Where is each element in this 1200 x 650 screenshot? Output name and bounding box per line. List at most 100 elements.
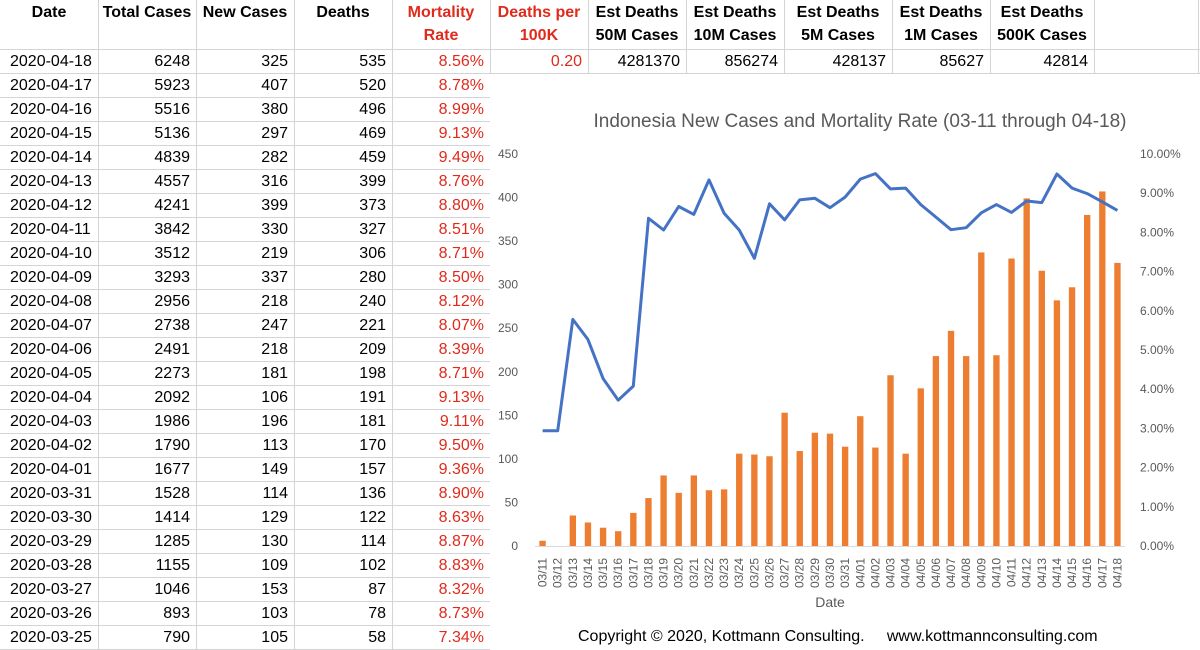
row-gridline xyxy=(0,625,490,626)
y-tick-label: 0 xyxy=(511,539,518,553)
new-cases-bar xyxy=(569,515,576,546)
new-cases-bar xyxy=(599,527,607,546)
cell-date: 2020-04-07 xyxy=(10,317,92,334)
row-gridline xyxy=(0,289,490,290)
x-tick-label: 04/13 xyxy=(1035,558,1049,588)
new-cases-bar xyxy=(887,375,894,546)
cell-total: 1986 xyxy=(154,413,190,430)
x-axis-title: Date xyxy=(815,594,845,610)
cell-deaths: 191 xyxy=(359,389,386,406)
cell-est-50m: 4281370 xyxy=(617,53,680,70)
new-cases-bar xyxy=(796,451,803,546)
cell-total: 1155 xyxy=(155,557,190,574)
x-tick-label: 03/31 xyxy=(838,558,852,588)
cell-rate: 8.56% xyxy=(438,53,484,70)
cell-date: 2020-04-02 xyxy=(10,437,92,454)
header-date: Date xyxy=(31,4,67,21)
cell-deaths: 122 xyxy=(359,509,386,526)
cell-deaths: 399 xyxy=(359,173,386,190)
cell-new: 218 xyxy=(261,341,288,358)
row-gridline xyxy=(0,241,490,242)
cell-date: 2020-04-17 xyxy=(10,77,92,94)
cell-total: 1790 xyxy=(154,437,190,454)
cell-rate: 8.76% xyxy=(438,173,484,190)
row-gridline xyxy=(0,577,490,578)
row-gridline xyxy=(0,529,490,530)
cell-new: 218 xyxy=(261,293,288,310)
header-mortality-rate: Mortality Rate xyxy=(407,4,475,44)
x-tick-label: 03/16 xyxy=(611,558,625,588)
new-cases-bar xyxy=(947,330,955,546)
row-gridline xyxy=(0,385,490,386)
cell-deaths: 459 xyxy=(359,149,386,166)
cell-date: 2020-04-14 xyxy=(10,149,92,166)
y2-tick-label: 5.00% xyxy=(1140,343,1174,357)
column-gridline xyxy=(588,0,589,73)
header-est-1m: Est Deaths 1M Cases xyxy=(899,4,983,44)
new-cases-bar xyxy=(1023,198,1030,546)
new-cases-bar xyxy=(962,356,970,546)
new-cases-bar xyxy=(1068,287,1076,546)
cell-date: 2020-04-13 xyxy=(10,173,92,190)
cell-date: 2020-04-08 xyxy=(10,293,92,310)
cell-rate: 8.50% xyxy=(438,269,484,286)
cell-total: 2273 xyxy=(154,365,190,382)
header-deaths-per-100k: Deaths per 100K xyxy=(497,4,581,44)
cell-date: 2020-04-01 xyxy=(10,461,92,478)
new-cases-bar xyxy=(841,446,849,546)
cell-deaths: 520 xyxy=(359,77,386,94)
x-tick-label: 03/19 xyxy=(657,558,671,588)
cell-date: 2020-03-26 xyxy=(10,605,92,622)
cell-new: 196 xyxy=(261,413,288,430)
y2-tick-label: 0.00% xyxy=(1140,539,1174,553)
cell-new: 316 xyxy=(261,173,288,190)
cell-rate: 8.63% xyxy=(438,509,484,526)
cell-deaths: 240 xyxy=(359,293,386,310)
cell-new: 113 xyxy=(262,437,288,454)
cell-total: 1677 xyxy=(154,461,190,478)
cell-rate: 8.71% xyxy=(438,245,484,262)
cell-new: 129 xyxy=(261,509,288,526)
new-cases-bar xyxy=(660,475,667,546)
cell-date: 2020-04-12 xyxy=(10,197,92,214)
cell-total: 4839 xyxy=(154,149,190,166)
new-cases-bar xyxy=(539,540,546,546)
row-gridline xyxy=(0,145,490,146)
column-gridline xyxy=(490,0,491,73)
x-tick-label: 04/03 xyxy=(884,558,898,588)
cell-rate: 8.73% xyxy=(438,605,484,622)
cell-date: 2020-04-04 xyxy=(10,389,92,406)
new-cases-bar xyxy=(978,252,985,547)
cell-date: 2020-04-06 xyxy=(10,341,92,358)
x-tick-label: 03/20 xyxy=(672,558,686,588)
new-cases-bar xyxy=(675,492,682,546)
cell-date: 2020-04-05 xyxy=(10,365,92,382)
x-tick-label: 03/17 xyxy=(626,558,640,588)
x-tick-label: 03/12 xyxy=(551,558,565,588)
y2-tick-label: 2.00% xyxy=(1140,461,1174,475)
column-gridline xyxy=(784,0,785,73)
cell-deaths: 221 xyxy=(359,317,386,334)
cell-new: 106 xyxy=(261,389,288,406)
cell-date: 2020-03-29 xyxy=(10,533,92,550)
cell-deaths: 58 xyxy=(368,629,386,646)
y-tick-label: 200 xyxy=(498,365,518,379)
cell-new: 114 xyxy=(262,485,288,502)
row-gridline xyxy=(0,553,490,554)
y2-tick-label: 8.00% xyxy=(1140,225,1174,239)
cell-rate: 8.51% xyxy=(438,221,484,238)
y2-tick-label: 10.00% xyxy=(1140,147,1181,161)
cell-rate: 8.80% xyxy=(438,197,484,214)
cell-est-1m: 85627 xyxy=(939,53,985,70)
cell-total: 3512 xyxy=(154,245,190,262)
row-gridline xyxy=(0,433,490,434)
y2-tick-label: 3.00% xyxy=(1140,421,1174,435)
header-new-cases: New Cases xyxy=(202,4,288,21)
cell-total: 790 xyxy=(163,629,190,646)
x-tick-label: 04/14 xyxy=(1050,558,1064,588)
cell-new: 149 xyxy=(261,461,288,478)
new-cases-bar xyxy=(917,388,924,546)
cell-est-5m: 428137 xyxy=(832,53,886,70)
y2-tick-label: 6.00% xyxy=(1140,304,1174,318)
cell-est-500k: 42814 xyxy=(1043,53,1089,70)
